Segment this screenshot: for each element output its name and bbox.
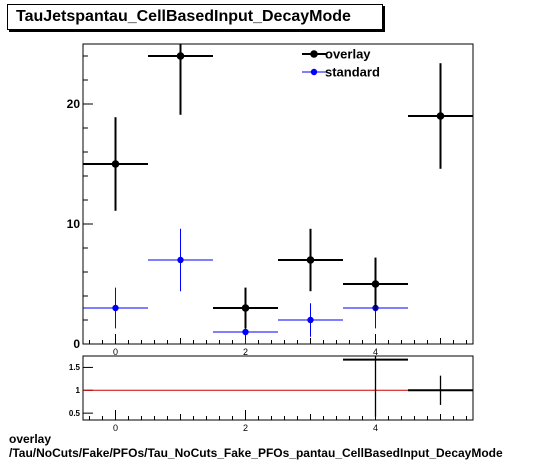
legend-label: overlay bbox=[325, 47, 371, 62]
standard-point bbox=[148, 228, 213, 292]
standard-point bbox=[83, 287, 148, 329]
overlay-point bbox=[148, 44, 213, 115]
legend-marker bbox=[310, 68, 318, 76]
x-tick-label: 2 bbox=[243, 347, 248, 357]
y-tick-label: 0 bbox=[73, 337, 80, 351]
x-tick-label: 0 bbox=[113, 423, 118, 433]
marker bbox=[436, 112, 445, 120]
legend-entry: overlay bbox=[302, 47, 371, 62]
ratio-axis-ticks: 0 2 4 0.5 1 1.5 bbox=[69, 363, 467, 433]
overlay-point bbox=[83, 117, 148, 211]
y-tick-label: 1 bbox=[76, 386, 81, 395]
footer-line-1: overlay bbox=[9, 432, 52, 446]
marker bbox=[177, 256, 184, 264]
marker bbox=[176, 52, 185, 60]
marker bbox=[306, 256, 315, 264]
marker bbox=[307, 316, 314, 324]
chart-title: TauJetspantau_CellBasedInput_DecayMode bbox=[16, 8, 351, 25]
ratio-point bbox=[343, 356, 408, 417]
legend-marker bbox=[310, 50, 318, 58]
overlay-point bbox=[278, 228, 343, 292]
chart-title-box: TauJetspantau_CellBasedInput_DecayMode bbox=[7, 4, 383, 30]
marker bbox=[112, 304, 119, 312]
x-tick-label: 0 bbox=[113, 347, 118, 357]
standard-point bbox=[278, 303, 343, 337]
marker bbox=[371, 280, 380, 288]
main-data-marks bbox=[83, 44, 473, 344]
y-tick-label: 1.5 bbox=[69, 363, 81, 372]
legend: overlay standard bbox=[302, 47, 380, 80]
ratio-data-marks bbox=[83, 356, 473, 417]
footer-caption: overlay /Tau/NoCuts/Fake/PFOs/Tau_NoCuts… bbox=[9, 432, 503, 460]
overlay-point bbox=[213, 287, 278, 329]
axes-frame bbox=[82, 43, 474, 345]
overlay-point bbox=[408, 63, 473, 169]
x-tick-label: 4 bbox=[373, 423, 378, 433]
y-tick-label: 0.5 bbox=[69, 409, 81, 418]
marker bbox=[111, 160, 120, 168]
y-tick-label: 10 bbox=[67, 217, 81, 231]
ratio-point bbox=[408, 375, 473, 405]
axes-frame bbox=[82, 355, 474, 421]
x-tick-label: 2 bbox=[243, 423, 248, 433]
marker bbox=[242, 328, 249, 336]
footer-line-2: /Tau/NoCuts/Fake/PFOs/Tau_NoCuts_Fake_PF… bbox=[9, 446, 503, 460]
legend-label: standard bbox=[325, 65, 380, 80]
marker bbox=[241, 304, 250, 312]
overlay-point bbox=[343, 257, 408, 311]
y-tick-label: 20 bbox=[67, 97, 81, 111]
legend-entry: standard bbox=[302, 65, 380, 80]
x-tick-label: 4 bbox=[373, 347, 378, 357]
main-plot-frame bbox=[82, 43, 474, 345]
main-axis-ticks: 0 2 4 0 10 20 bbox=[67, 55, 467, 357]
ratio-plot-frame bbox=[82, 355, 474, 421]
